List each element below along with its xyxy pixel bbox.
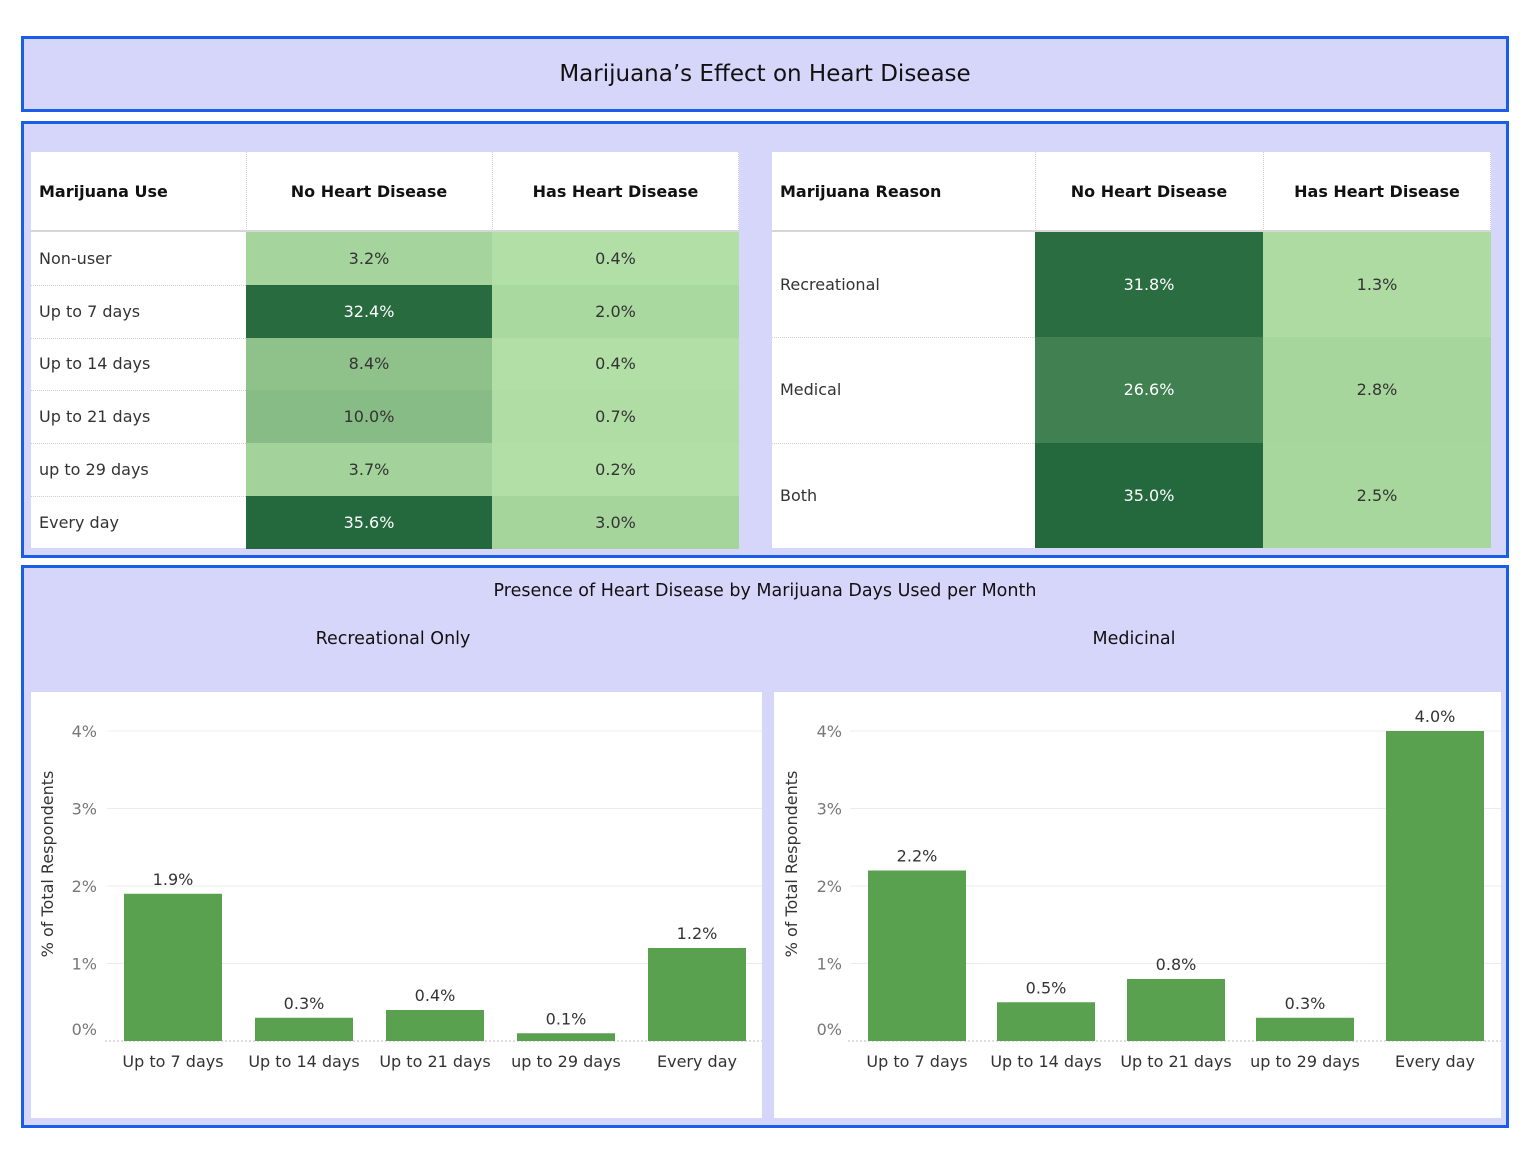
marijuana-use-table: Marijuana Use No Heart Disease Has Heart… [31, 152, 739, 549]
y-tick-label: 0% [817, 1020, 842, 1039]
row-label: Medical [780, 380, 842, 400]
y-tick-label: 2% [72, 877, 97, 896]
x-tick-label: up to 29 days [1250, 1052, 1360, 1071]
no-heart-disease-cell: 35.6% [246, 496, 492, 549]
y-tick-label: 3% [72, 800, 97, 819]
no-heart-disease-cell: 10.0% [246, 390, 492, 444]
y-tick-label: 4% [817, 722, 842, 741]
row-label: Up to 14 days [39, 354, 151, 374]
bar-value-label: 0.3% [1285, 994, 1326, 1013]
has-heart-disease-cell: 2.0% [492, 284, 739, 338]
bar[interactable] [517, 1033, 615, 1041]
bar-value-label: 2.2% [897, 847, 938, 866]
row-label: up to 29 days [39, 460, 149, 480]
charts-section-title: Presence of Heart Disease by Marijuana D… [493, 581, 1037, 601]
x-tick-label: Up to 7 days [122, 1052, 223, 1071]
x-tick-label: Up to 14 days [248, 1052, 359, 1071]
header-marijuana-use: Marijuana Use [39, 182, 168, 201]
dashboard-title: Marijuana’s Effect on Heart Disease [559, 61, 971, 87]
no-heart-disease-cell: 3.2% [246, 232, 492, 285]
y-tick-label: 0% [72, 1020, 97, 1039]
bar[interactable] [997, 1002, 1095, 1041]
x-tick-label: up to 29 days [511, 1052, 621, 1071]
has-heart-disease-cell: 1.3% [1263, 232, 1491, 338]
bar-value-label: 0.4% [415, 986, 456, 1005]
row-label: Every day [39, 512, 119, 532]
medicinal-bar-chart: 0% 1% 2% 3% 4% % of Total Respondents 2.2% Up t… [782, 707, 1501, 1071]
y-tick-label: 1% [817, 955, 842, 974]
has-heart-disease-cell: 3.0% [492, 496, 739, 549]
chart-title-medicinal: Medicinal [1092, 629, 1176, 649]
has-heart-disease-cell: 0.4% [492, 232, 739, 285]
bar-value-label: 1.2% [677, 924, 718, 943]
no-heart-disease-cell: 35.0% [1035, 442, 1263, 548]
marijuana-reason-table: Marijuana Reason No Heart Disease Has He… [772, 152, 1491, 548]
header-no-heart-disease: No Heart Disease [290, 182, 448, 201]
has-heart-disease-cell: 2.5% [1263, 442, 1491, 548]
no-heart-disease-cell: 3.7% [246, 443, 492, 496]
y-axis-label: % of Total Respondents [38, 771, 57, 958]
no-heart-disease-cell: 8.4% [246, 337, 492, 391]
row-label: Both [780, 485, 818, 505]
bar[interactable] [868, 870, 966, 1042]
x-tick-label: Every day [657, 1052, 737, 1071]
x-tick-label: Up to 21 days [379, 1052, 490, 1071]
bar[interactable] [1127, 979, 1225, 1041]
x-tick-label: Every day [1395, 1052, 1475, 1071]
bar-value-label: 0.5% [1026, 978, 1067, 997]
bar-value-label: 4.0% [1415, 707, 1456, 726]
bar-value-label: 1.9% [153, 870, 194, 889]
has-heart-disease-cell: 0.4% [492, 337, 739, 391]
title-panel: Marijuana’s Effect on Heart Disease [21, 36, 1509, 112]
row-label: Up to 7 days [39, 301, 141, 321]
has-heart-disease-cell: 0.7% [492, 390, 739, 444]
y-tick-label: 3% [817, 800, 842, 819]
recreational-chart: 0% 1% 2% 3% 4% % of Total Respondents 1.9% Up t… [31, 692, 762, 1118]
y-axis-label: % of Total Respondents [782, 771, 801, 958]
has-heart-disease-cell: 2.8% [1263, 337, 1491, 443]
x-tick-label: Up to 21 days [1120, 1052, 1231, 1071]
bar[interactable] [648, 948, 746, 1041]
recreational-bar-chart: 0% 1% 2% 3% 4% % of Total Respondents 1.9% Up t… [38, 722, 762, 1071]
header-marijuana-reason: Marijuana Reason [780, 182, 942, 201]
no-heart-disease-cell: 31.8% [1035, 232, 1263, 338]
x-tick-label: Up to 14 days [990, 1052, 1101, 1071]
row-label: Up to 21 days [39, 407, 151, 427]
header-has-heart-disease: Has Heart Disease [1294, 182, 1460, 201]
bar[interactable] [124, 893, 222, 1041]
y-tick-label: 4% [72, 722, 97, 741]
bar[interactable] [1386, 731, 1484, 1041]
y-tick-label: 2% [817, 877, 842, 896]
no-heart-disease-cell: 26.6% [1035, 337, 1263, 443]
bar[interactable] [386, 1010, 484, 1041]
header-no-heart-disease: No Heart Disease [1070, 182, 1228, 201]
row-label: Recreational [780, 275, 880, 295]
has-heart-disease-cell: 0.2% [492, 443, 739, 496]
bar-value-label: 0.1% [546, 1009, 587, 1028]
bar-value-label: 0.3% [284, 994, 325, 1013]
medicinal-chart: 0% 1% 2% 3% 4% % of Total Respondents 2.2% Up t… [774, 692, 1501, 1118]
chart-title-recreational: Recreational Only [315, 629, 471, 649]
y-tick-label: 1% [72, 955, 97, 974]
header-has-heart-disease: Has Heart Disease [532, 182, 699, 201]
no-heart-disease-cell: 32.4% [246, 284, 492, 338]
row-label: Non-user [39, 248, 112, 268]
bar[interactable] [1256, 1017, 1354, 1041]
bar-value-label: 0.8% [1156, 955, 1197, 974]
x-tick-label: Up to 7 days [866, 1052, 967, 1071]
bar[interactable] [255, 1017, 353, 1041]
